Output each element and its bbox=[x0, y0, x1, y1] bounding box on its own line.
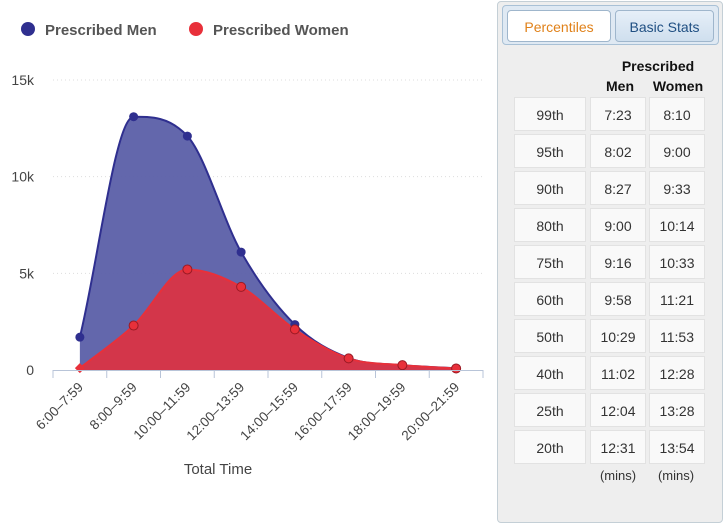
y-tick-label: 10k bbox=[11, 169, 35, 185]
x-axis: 6:00–7:59 8:00–9:5910:00–11:5912:00–13:59… bbox=[33, 370, 484, 444]
men-time: 9:58 bbox=[590, 282, 646, 316]
percentile-label: 20th bbox=[514, 430, 586, 464]
header-prescribed: Prescribed bbox=[621, 58, 695, 74]
legend-marker-men bbox=[21, 22, 35, 36]
percentile-label: 40th bbox=[514, 356, 586, 390]
women-time: 12:28 bbox=[649, 356, 705, 390]
tab-bar: Percentiles Basic Stats bbox=[502, 5, 719, 45]
data-point-women bbox=[451, 363, 462, 374]
x-axis-title: Total Time bbox=[184, 461, 252, 478]
x-tick-label: 20:00–21:59 bbox=[399, 380, 463, 444]
unit-women: (mins) bbox=[657, 468, 695, 483]
men-time: 12:04 bbox=[590, 393, 646, 427]
data-point-women bbox=[182, 264, 193, 275]
women-time: 13:28 bbox=[649, 393, 705, 427]
women-time: 13:54 bbox=[649, 430, 705, 464]
men-time: 8:27 bbox=[590, 171, 646, 205]
percentile-label: 25th bbox=[514, 393, 586, 427]
women-time: 9:33 bbox=[649, 171, 705, 205]
percentile-label: 99th bbox=[514, 97, 586, 131]
men-time: 11:02 bbox=[590, 356, 646, 390]
percentile-label: 60th bbox=[514, 282, 586, 316]
chart-areas bbox=[78, 115, 457, 370]
men-time: 7:23 bbox=[590, 97, 646, 131]
y-tick-label: 15k bbox=[11, 72, 35, 88]
header-women: Women bbox=[652, 78, 704, 94]
legend-label-men[interactable]: Prescribed Men bbox=[45, 22, 157, 39]
data-point-men bbox=[129, 112, 139, 122]
tab-percentiles[interactable]: Percentiles bbox=[507, 10, 611, 42]
x-tick-label: 6:00–7:59 bbox=[33, 380, 86, 433]
data-point-women bbox=[289, 324, 300, 335]
y-tick-label: 5k bbox=[19, 265, 35, 281]
women-time: 8:10 bbox=[649, 97, 705, 131]
data-point-women bbox=[343, 353, 354, 364]
data-point-women bbox=[236, 281, 247, 292]
legend-marker-women bbox=[189, 22, 203, 36]
women-time: 10:33 bbox=[649, 245, 705, 279]
men-time: 8:02 bbox=[590, 134, 646, 168]
men-time: 12:31 bbox=[590, 430, 646, 464]
women-time: 9:00 bbox=[649, 134, 705, 168]
percentile-label: 95th bbox=[514, 134, 586, 168]
data-point-men bbox=[75, 332, 85, 342]
x-tick-label: 8:00–9:59 bbox=[87, 380, 140, 433]
men-time: 9:16 bbox=[590, 245, 646, 279]
data-point-men bbox=[182, 131, 192, 141]
percentile-label: 80th bbox=[514, 208, 586, 242]
legend-label-women[interactable]: Prescribed Women bbox=[213, 22, 349, 39]
data-point-men bbox=[236, 247, 246, 257]
header-men: Men bbox=[606, 78, 634, 94]
women-time: 11:53 bbox=[649, 319, 705, 353]
percentile-label: 50th bbox=[514, 319, 586, 353]
men-time: 10:29 bbox=[590, 319, 646, 353]
data-point-women bbox=[128, 320, 139, 331]
percentile-label: 75th bbox=[514, 245, 586, 279]
percentile-label: 90th bbox=[514, 171, 586, 205]
tab-basic-stats[interactable]: Basic Stats bbox=[615, 10, 714, 42]
y-axis: 0 5k 10k 15k bbox=[11, 72, 35, 378]
data-point-women bbox=[397, 360, 408, 371]
women-time: 11:21 bbox=[649, 282, 705, 316]
women-time: 10:14 bbox=[649, 208, 705, 242]
unit-men: (mins) bbox=[599, 468, 637, 483]
men-time: 9:00 bbox=[590, 208, 646, 242]
percentile-chart: Prescribed Men Prescribed Women 6:00–7:59… bbox=[11, 22, 484, 478]
stats-panel: Percentiles Basic Stats Prescribed Men W… bbox=[497, 1, 723, 523]
y-tick-label: 0 bbox=[26, 362, 34, 378]
chart-legend[interactable]: Prescribed Men Prescribed Women bbox=[21, 22, 349, 39]
series-area-women bbox=[79, 269, 457, 370]
